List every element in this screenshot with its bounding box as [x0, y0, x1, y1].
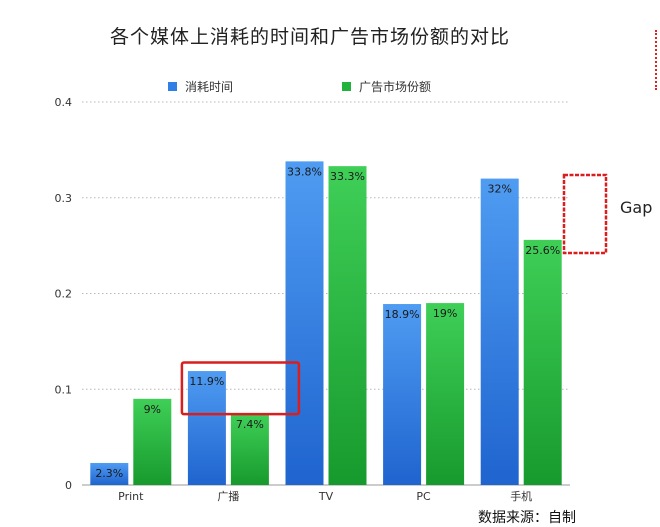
data-label: 18.9%	[385, 308, 420, 321]
bar-time	[480, 178, 519, 485]
gap-annotation-label: Gap	[620, 198, 653, 217]
legend-swatch-ad-share	[342, 82, 351, 91]
x-tick-label: 手机	[510, 489, 532, 503]
x-tick-label: PC	[416, 490, 431, 503]
bar-ad-share	[426, 303, 465, 485]
legend-item-ad-share: 广告市场份额	[342, 78, 431, 95]
bar-ad-share	[328, 166, 367, 485]
data-label: 2.3%	[95, 467, 123, 480]
data-label: 9%	[144, 403, 161, 416]
data-label: 33.8%	[287, 165, 322, 178]
bar-ad-share	[230, 414, 269, 485]
bar-ad-share	[133, 398, 172, 485]
legend-swatch-time	[168, 82, 177, 91]
y-tick-label: 0.2	[55, 288, 73, 301]
y-tick-label: 0.4	[55, 96, 73, 109]
x-tick-label: 广播	[217, 489, 239, 503]
data-label: 32%	[487, 183, 511, 196]
y-tick-label: 0	[65, 479, 72, 492]
data-label: 19%	[433, 307, 457, 320]
bar-time	[187, 371, 226, 485]
highlight-box-broadcast	[180, 361, 301, 416]
legend-label-ad-share: 广告市场份额	[359, 80, 432, 94]
x-tick-label: Print	[118, 490, 144, 503]
data-label: 7.4%	[236, 418, 264, 431]
y-tick-label: 0.1	[55, 383, 73, 396]
gap-highlight-box	[562, 173, 608, 255]
data-label: 11.9%	[189, 375, 224, 388]
data-label: 33.3%	[330, 170, 365, 183]
bar-ad-share	[523, 239, 562, 485]
chart-title: 各个媒体上消耗的时间和广告市场份额的对比	[109, 26, 510, 48]
legend-label-time: 消耗时间	[185, 80, 234, 94]
bar-time	[285, 161, 324, 486]
legend-item-time: 消耗时间	[168, 78, 233, 95]
y-tick-label: 0.3	[55, 192, 73, 205]
source-note: 数据来源：自制	[478, 510, 576, 526]
bar-time	[383, 304, 422, 485]
x-tick-label: TV	[318, 490, 334, 503]
edge-mark	[655, 30, 659, 90]
data-label: 25.6%	[525, 244, 560, 257]
bar-time	[90, 462, 129, 485]
